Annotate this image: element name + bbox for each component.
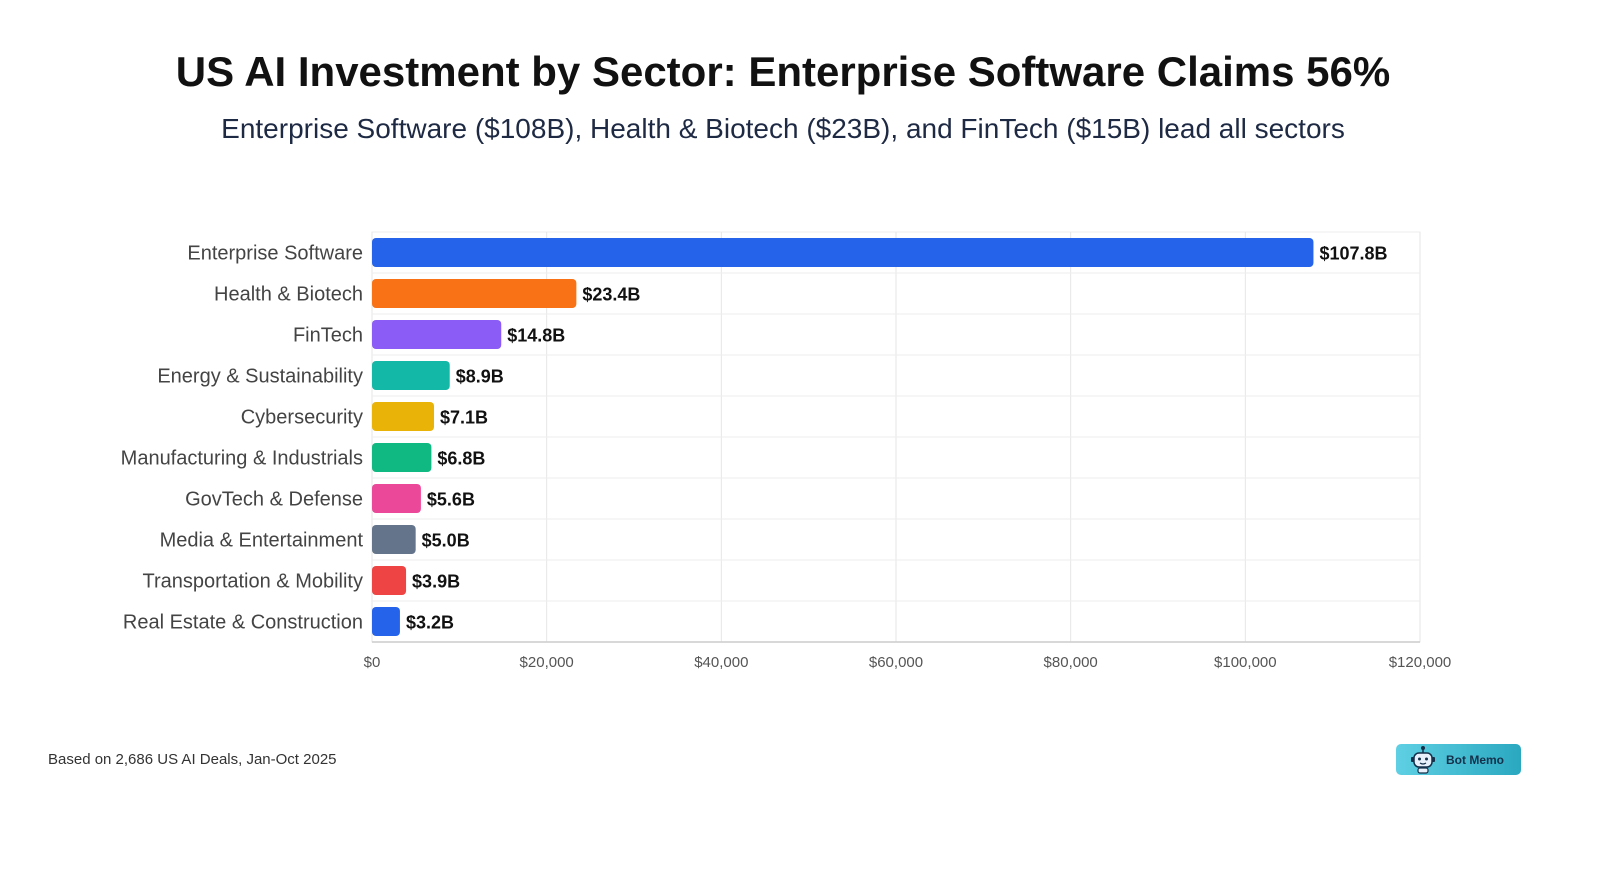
data-label: $5.0B	[422, 531, 470, 551]
y-tick-label: Energy & Sustainability	[157, 366, 363, 388]
bar	[372, 525, 416, 554]
x-tick-label: $100,000	[1214, 654, 1277, 671]
data-label: $6.8B	[437, 449, 485, 469]
bar	[372, 361, 450, 390]
data-label: $107.8B	[1319, 244, 1387, 264]
x-tick-label: $0	[364, 654, 381, 671]
y-tick-label: GovTech & Defense	[185, 489, 363, 511]
footnote: Based on 2,686 US AI Deals, Jan-Oct 2025	[48, 751, 337, 768]
bar-chart: $0 $20,000 $40,000 $60,000 $80,000 $100,000 $1…	[121, 231, 1452, 671]
x-tick-label: $120,000	[1389, 654, 1452, 671]
bar	[372, 320, 502, 349]
y-tick-label: Media & Entertainment	[160, 530, 364, 552]
logo-text: Bot Memo	[1446, 752, 1504, 767]
chart-subtitle: Enterprise Software ($108B), Health & Bi…	[221, 113, 1345, 144]
data-label: $8.9B	[456, 367, 504, 387]
y-tick-label: Health & Biotech	[214, 284, 363, 306]
y-tick-label: Enterprise Software	[187, 243, 363, 265]
bar	[372, 238, 1314, 267]
data-label: $7.1B	[440, 408, 488, 428]
chart-title: US AI Investment by Sector: Enterprise S…	[175, 48, 1391, 95]
x-tick-label: $20,000	[520, 654, 574, 671]
data-label: $5.6B	[427, 490, 475, 510]
data-label: $3.2B	[406, 613, 454, 633]
x-tick-label: $40,000	[694, 654, 748, 671]
robot-icon	[1411, 746, 1435, 774]
y-tick-label: FinTech	[293, 325, 363, 347]
bar	[372, 607, 400, 636]
bar	[372, 279, 577, 308]
y-tick-label: Real Estate & Construction	[123, 612, 363, 634]
x-tick-label: $60,000	[869, 654, 923, 671]
bot-memo-logo: Bot Memo	[1396, 744, 1521, 775]
bar	[372, 484, 421, 513]
data-label: $23.4B	[582, 285, 640, 305]
bar	[372, 443, 432, 472]
y-tick-label: Cybersecurity	[241, 407, 363, 429]
data-label: $3.9B	[412, 572, 460, 592]
x-tick-label: $80,000	[1044, 654, 1098, 671]
data-label: $14.8B	[507, 326, 565, 346]
bar	[372, 402, 435, 431]
y-tick-label: Manufacturing & Industrials	[121, 448, 363, 470]
bar	[372, 566, 407, 595]
y-tick-label: Transportation & Mobility	[143, 571, 363, 593]
